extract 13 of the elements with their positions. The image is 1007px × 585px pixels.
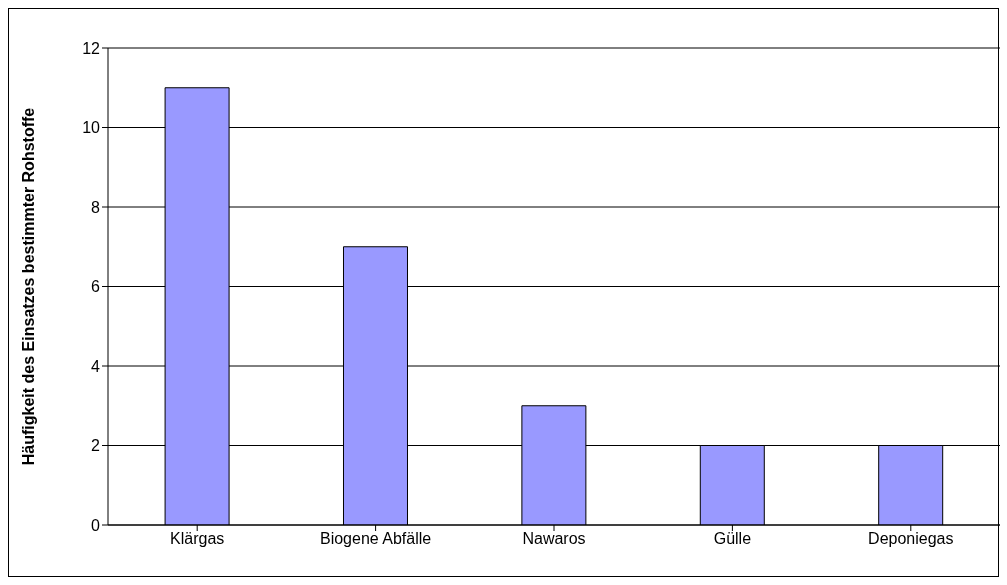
x-tick-label: Klärgas [170,530,225,548]
y-axis-title: Häufigkeit des Einsatzes bestimmter Rohstoffe [19,107,37,466]
y-tick-label: 10 [82,119,101,137]
y-tick-label: 12 [82,39,101,57]
y-tick-label: 8 [91,198,101,216]
y-tick-label: 4 [91,357,101,375]
y-tick-label: 6 [91,278,101,296]
y-tick-label: 2 [91,437,101,455]
y-tick-label: 0 [91,516,101,534]
x-tick-label: Deponiegas [868,530,954,548]
x-tick-label: Nawaros [522,530,586,548]
x-tick-label: Biogene Abfälle [320,530,432,548]
x-tick-label: Gülle [713,530,752,548]
